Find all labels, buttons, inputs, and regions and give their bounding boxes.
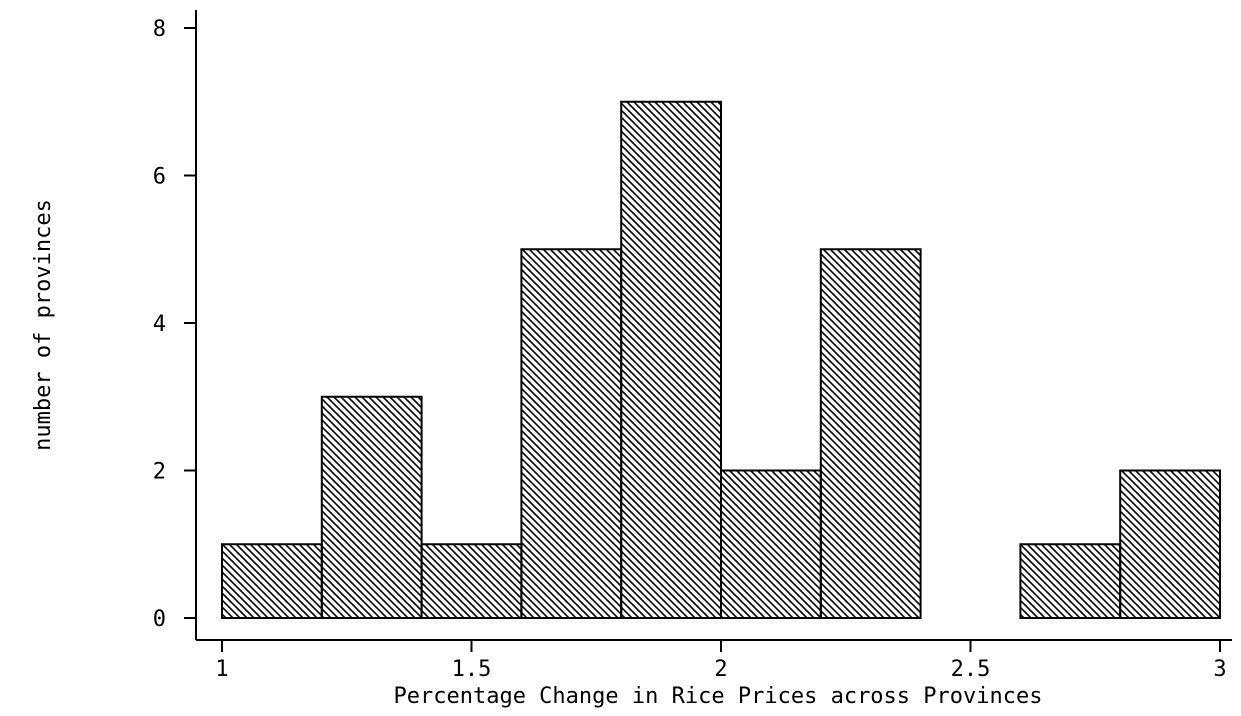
y-tick-label: 6	[153, 165, 166, 190]
y-tick-label: 4	[153, 312, 166, 337]
bars-group	[221, 100, 1221, 619]
x-axis-ticks: 1 1.5 2 2.5 3	[215, 640, 1227, 682]
histogram-bar	[420, 543, 523, 619]
x-tick-label: 2.5	[951, 657, 991, 682]
histogram-bar	[520, 248, 623, 619]
x-axis-title: Percentage Change in Rice Prices across …	[393, 684, 1042, 709]
y-axis-title: number of provinces	[31, 199, 56, 451]
histogram-bar	[1119, 469, 1221, 619]
histogram-bar	[221, 543, 323, 619]
y-tick-label: 8	[153, 17, 166, 42]
x-tick-label: 1	[215, 657, 228, 682]
y-axis-ticks: 0 2 4 6 8	[153, 17, 196, 632]
y-tick-label: 0	[153, 607, 166, 632]
histogram-bar	[1019, 543, 1122, 619]
x-tick-label: 3	[1213, 657, 1226, 682]
y-tick-label: 2	[153, 460, 166, 485]
histogram-bar	[620, 100, 723, 619]
histogram-bar	[720, 469, 822, 619]
histogram-bar	[819, 248, 922, 619]
x-tick-label: 1.5	[452, 657, 492, 682]
histogram-bar	[320, 395, 423, 619]
x-tick-label: 2	[714, 657, 727, 682]
